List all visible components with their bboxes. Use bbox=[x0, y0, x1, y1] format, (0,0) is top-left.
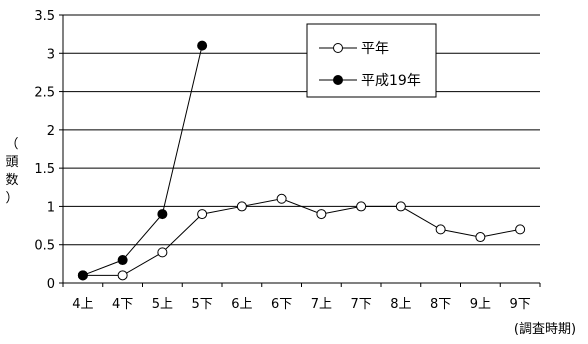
x-tick-label: 9上 bbox=[470, 297, 491, 312]
data-point-heinen bbox=[157, 247, 168, 258]
y-axis-label: （ 頭数 ） bbox=[5, 137, 18, 206]
legend-item-h19: 平成19年 bbox=[319, 73, 421, 89]
data-point-h19 bbox=[157, 209, 168, 220]
series-line-h19 bbox=[82, 45, 203, 276]
series-heinen bbox=[77, 193, 526, 281]
data-point-heinen bbox=[236, 201, 247, 212]
series-line-heinen bbox=[82, 198, 521, 276]
legend-marker-h19 bbox=[333, 75, 343, 85]
y-axis-label-glyph: 数 bbox=[5, 173, 18, 188]
x-tick-label: 9下 bbox=[509, 297, 530, 312]
data-point-heinen bbox=[356, 201, 367, 212]
data-series bbox=[77, 40, 526, 281]
data-point-heinen bbox=[515, 224, 526, 235]
y-tick-label: 0.5 bbox=[34, 239, 55, 254]
y-tick-label: 2.5 bbox=[34, 86, 55, 101]
data-point-h19 bbox=[77, 270, 88, 281]
x-tick-label: 6上 bbox=[231, 297, 252, 312]
x-tick-label: 5下 bbox=[191, 297, 212, 312]
data-point-h19 bbox=[197, 40, 208, 51]
legend-box bbox=[306, 23, 437, 98]
y-tick-label: 3 bbox=[47, 47, 55, 62]
data-point-heinen bbox=[435, 224, 446, 235]
y-tick-label: 1.5 bbox=[34, 162, 55, 177]
y-tick-label: 1 bbox=[47, 200, 55, 215]
x-tick-label: 8下 bbox=[430, 297, 451, 312]
data-point-heinen bbox=[475, 232, 486, 243]
data-point-heinen bbox=[276, 193, 287, 204]
x-tick-label: 4下 bbox=[112, 297, 133, 312]
grid-lines bbox=[63, 14, 540, 246]
data-point-heinen bbox=[316, 209, 327, 220]
y-tick-label: 3.5 bbox=[34, 9, 55, 24]
x-tick-label: 6下 bbox=[271, 297, 292, 312]
x-axis-label: (調査時期) bbox=[514, 322, 576, 337]
x-tick-label: 7上 bbox=[311, 297, 332, 312]
y-axis-label-glyph: ） bbox=[5, 191, 18, 206]
legend-label-heinen: 平年 bbox=[361, 41, 389, 57]
legend-label-h19: 平成19年 bbox=[361, 73, 421, 89]
legend: 平年 平成19年 bbox=[306, 23, 437, 98]
x-tick-labels: 4上 4下 5上 5下 6上 6下 7上 7下 8上 8下 9上 9下 bbox=[72, 297, 531, 312]
legend-marker-heinen bbox=[333, 43, 343, 53]
legend-item-heinen: 平年 bbox=[319, 41, 389, 57]
x-tick-label: 8上 bbox=[390, 297, 411, 312]
y-axis-label-glyph: 頭 bbox=[5, 155, 18, 170]
axes bbox=[59, 14, 541, 287]
y-tick-label: 2 bbox=[47, 124, 55, 139]
y-axis-label-glyph: （ bbox=[5, 137, 18, 152]
series-h19 bbox=[77, 40, 208, 281]
data-point-heinen bbox=[395, 201, 406, 212]
y-tick-labels: 0 0.5 1 1.5 2 2.5 3 3.5 bbox=[34, 9, 55, 292]
x-tick-label: 5上 bbox=[152, 297, 173, 312]
data-point-h19 bbox=[117, 255, 128, 266]
y-tick-label: 0 bbox=[47, 277, 55, 292]
data-point-heinen bbox=[117, 270, 128, 281]
x-tick-label: 7下 bbox=[350, 297, 371, 312]
y-axis-label-text: （ 頭数 ） bbox=[5, 137, 18, 206]
x-tick-label: 4上 bbox=[72, 297, 93, 312]
data-point-heinen bbox=[197, 209, 208, 220]
